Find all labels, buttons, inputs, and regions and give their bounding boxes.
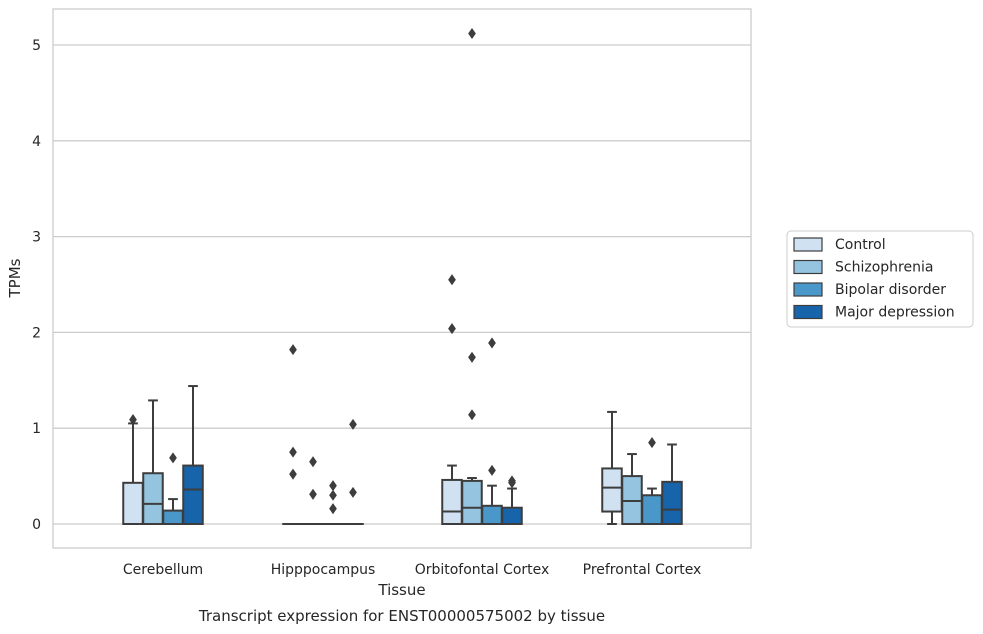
box: [601, 467, 623, 513]
box-1-0: [142, 399, 164, 526]
outlier-point: [349, 486, 357, 498]
y-tick-label: 3: [32, 230, 41, 246]
box-1-1: [302, 456, 324, 526]
x-tick-label: Prefrontal Cortex: [583, 562, 702, 578]
y-tick-label: 0: [32, 517, 41, 533]
x-axis-title: Tissue: [377, 581, 425, 599]
x-tick-label: Hipppocampus: [271, 562, 376, 578]
box: [162, 509, 184, 526]
box-3-2: [501, 475, 523, 525]
outlier-point: [468, 351, 476, 363]
x-tick-label: Orbitofontal Cortex: [415, 562, 550, 578]
outlier-point: [448, 323, 456, 335]
outlier-point: [309, 488, 317, 500]
outlier-point: [309, 456, 317, 468]
y-tick-label: 2: [32, 325, 41, 341]
box-2-2: [481, 337, 503, 526]
legend-label: Major depression: [835, 305, 955, 321]
legend-label: Control: [835, 237, 886, 253]
legend-swatch: [793, 259, 823, 275]
y-tick-label: 4: [32, 134, 41, 150]
box: [142, 472, 164, 526]
x-tick-label: Cerebellum: [123, 562, 203, 578]
outlier-point: [488, 464, 496, 476]
outlier-point: [289, 344, 297, 356]
box-0-1: [282, 344, 304, 526]
box-0-0: [122, 414, 144, 525]
chart-caption: Transcript expression for ENST0000057500…: [198, 607, 605, 625]
y-tick-label: 1: [32, 421, 41, 437]
box: [481, 504, 503, 526]
outlier-point: [448, 274, 456, 286]
outlier-point: [468, 27, 476, 40]
box-2-1: [322, 480, 344, 526]
outlier-point: [329, 480, 337, 492]
box: [501, 506, 523, 525]
box-3-0: [182, 385, 204, 526]
outlier-point: [349, 418, 357, 430]
legend-swatch: [793, 282, 823, 297]
y-tick-label: 5: [32, 38, 41, 54]
outlier-point: [289, 446, 297, 458]
box-0-2: [441, 274, 463, 526]
outlier-point: [329, 489, 337, 501]
outlier-point: [289, 468, 297, 480]
x-tick-labels: Cerebellum Hipppocampus Orbitofontal Corte…: [123, 562, 701, 578]
legend: Control Schizophrenia Bipolar disorder Majo…: [786, 230, 974, 328]
y-axis-title: TPMs: [6, 258, 24, 298]
box-2-0: [162, 452, 184, 526]
legend-label: Schizophrenia: [835, 260, 933, 276]
legend-swatch: [793, 237, 823, 252]
outlier-point: [169, 452, 177, 464]
box: [661, 480, 683, 525]
box: [122, 481, 144, 525]
box: [461, 479, 483, 526]
y-tick-labels: 0 1 2 3 4 5: [32, 38, 41, 533]
legend-label: Bipolar disorder: [835, 282, 946, 298]
outlier-point: [329, 503, 337, 515]
box-1-2: [461, 27, 483, 526]
box: [441, 478, 463, 526]
box-2-3: [641, 437, 663, 526]
gridlines: [53, 44, 751, 525]
legend-frame: [786, 230, 974, 328]
outlier-point: [129, 414, 137, 426]
outlier-point: [508, 475, 516, 487]
plot-frame: [52, 8, 752, 549]
box: [641, 494, 663, 526]
box-3-1: [342, 418, 364, 526]
box-3-3: [661, 443, 683, 525]
outlier-point: [488, 337, 496, 349]
box-1-3: [621, 453, 643, 526]
outlier-point: [648, 437, 656, 449]
legend-swatch: [793, 304, 823, 320]
box: [182, 464, 204, 526]
outlier-point: [468, 409, 476, 421]
boxplots: [122, 27, 683, 526]
